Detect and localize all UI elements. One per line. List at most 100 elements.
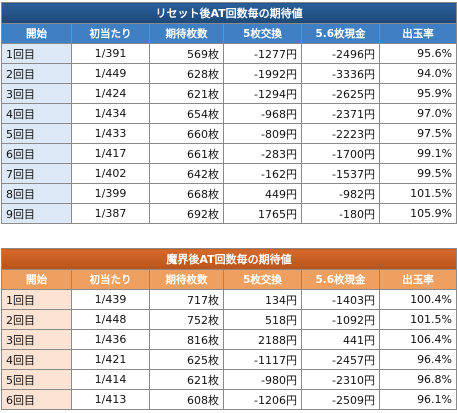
column-header: 期待枚数 — [149, 23, 224, 44]
table-cell: 1/391 — [71, 43, 150, 64]
table-cell: 3回目 — [1, 83, 72, 104]
table-cell: 621枚 — [149, 369, 224, 390]
table-cell: 692枚 — [149, 203, 224, 224]
table-cell: -1700円 — [301, 143, 380, 164]
table-row: 9回目 1/387 692枚 1765円 -180円 105.9% — [1, 203, 457, 224]
table-cell: -2496円 — [301, 43, 380, 64]
table-cell: -3336円 — [301, 63, 380, 84]
column-header: 初当たり — [71, 269, 150, 290]
table-cell: 99.1% — [378, 143, 457, 164]
table-row: 2回目 1/448 752枚 518円 -1092円 101.5% — [1, 309, 457, 330]
table-cell: 1/414 — [71, 369, 150, 390]
table-cell: 105.9% — [378, 203, 457, 224]
table-row: 3回目 1/436 816枚 2188円 441円 106.4% — [1, 329, 457, 350]
table-cell: -968円 — [223, 103, 302, 124]
data-table: リセット後AT回数毎の期待値 開始 初当たり 期待枚数 5枚交換 5.6枚現金 出玉率 1回目… — [0, 2, 457, 224]
table-cell: 99.5% — [378, 163, 457, 184]
table-cell: -1992円 — [223, 63, 302, 84]
table-title: リセット後AT回数毎の期待値 — [0, 2, 457, 24]
table-cell: 1/424 — [71, 83, 150, 104]
table-cell: -1537円 — [301, 163, 380, 184]
header-row: 開始 初当たり 期待枚数 5枚交換 5.6枚現金 出玉率 — [1, 23, 457, 44]
table-cell: 1/439 — [71, 289, 150, 310]
table-cell: 95.6% — [378, 43, 457, 64]
table-cell: -180円 — [301, 203, 380, 224]
table-cell: 5回目 — [1, 369, 72, 390]
table-cell: -2223円 — [301, 123, 380, 144]
column-header: 期待枚数 — [149, 269, 224, 290]
table-row: 4回目 1/421 625枚 -1117円 -2457円 96.4% — [1, 349, 457, 370]
table-cell: 625枚 — [149, 349, 224, 370]
table-row: 6回目 1/417 661枚 -283円 -1700円 99.1% — [1, 143, 457, 164]
table-cell: 1/413 — [71, 389, 150, 410]
table-cell: 106.4% — [378, 329, 457, 350]
table-cell: 101.5% — [378, 183, 457, 204]
table-cell: -2310円 — [301, 369, 380, 390]
table-cell: -2457円 — [301, 349, 380, 370]
table-row: 7回目 1/402 642枚 -162円 -1537円 99.5% — [1, 163, 457, 184]
table-cell: 2回目 — [1, 309, 72, 330]
table-cell: 2回目 — [1, 63, 72, 84]
table-row: 1回目 1/391 569枚 -1277円 -2496円 95.6% — [1, 43, 457, 64]
table-cell: -2625円 — [301, 83, 380, 104]
table-cell: 5回目 — [1, 123, 72, 144]
table-cell: 1/448 — [71, 309, 150, 330]
column-header: 5.6枚現金 — [301, 23, 380, 44]
table-cell: 717枚 — [149, 289, 224, 310]
table-cell: 608枚 — [149, 389, 224, 410]
column-header: 5枚交換 — [223, 23, 302, 44]
table-cell: 1/421 — [71, 349, 150, 370]
table-row: 3回目 1/424 621枚 -1294円 -2625円 95.9% — [1, 83, 457, 104]
table-cell: 654枚 — [149, 103, 224, 124]
column-header: 出玉率 — [378, 269, 457, 290]
table-cell: 97.5% — [378, 123, 457, 144]
table-cell: 1/434 — [71, 103, 150, 124]
table-cell: 96.4% — [378, 349, 457, 370]
table-cell: 518円 — [223, 309, 302, 330]
table-cell: 1/387 — [71, 203, 150, 224]
table-cell: 668枚 — [149, 183, 224, 204]
column-header: 開始 — [1, 269, 72, 290]
table-cell: 661枚 — [149, 143, 224, 164]
table-cell: 441円 — [301, 329, 380, 350]
table-cell: -1294円 — [223, 83, 302, 104]
table-row: 1回目 1/439 717枚 134円 -1403円 100.4% — [1, 289, 457, 310]
column-header: 出玉率 — [378, 23, 457, 44]
table-cell: 96.1% — [378, 389, 457, 410]
table-cell: -1117円 — [223, 349, 302, 370]
table-cell: 628枚 — [149, 63, 224, 84]
table-cell: 8回目 — [1, 183, 72, 204]
table-cell: 569枚 — [149, 43, 224, 64]
table-cell: 95.9% — [378, 83, 457, 104]
table-row: 5回目 1/433 660枚 -809円 -2223円 97.5% — [1, 123, 457, 144]
table-row: 6回目 1/413 608枚 -1206円 -2509円 96.1% — [1, 389, 457, 410]
table-cell: 660枚 — [149, 123, 224, 144]
table-cell: -809円 — [223, 123, 302, 144]
table-cell: -982円 — [301, 183, 380, 204]
table-cell: -2371円 — [301, 103, 380, 124]
column-header: 開始 — [1, 23, 72, 44]
table-cell: 4回目 — [1, 103, 72, 124]
table-cell: 9回目 — [1, 203, 72, 224]
table-cell: 1/433 — [71, 123, 150, 144]
table-cell: 97.0% — [378, 103, 457, 124]
table-cell: 94.0% — [378, 63, 457, 84]
table-cell: 1回目 — [1, 289, 72, 310]
table-cell: 1765円 — [223, 203, 302, 224]
column-header: 5.6枚現金 — [301, 269, 380, 290]
table-cell: -1403円 — [301, 289, 380, 310]
table-cell: 3回目 — [1, 329, 72, 350]
column-header: 初当たり — [71, 23, 150, 44]
table-cell: -162円 — [223, 163, 302, 184]
table-row: 2回目 1/449 628枚 -1992円 -3336円 94.0% — [1, 63, 457, 84]
table-cell: 96.8% — [378, 369, 457, 390]
table-cell: 2188円 — [223, 329, 302, 350]
column-header: 5枚交換 — [223, 269, 302, 290]
table-cell: 101.5% — [378, 309, 457, 330]
table-cell: 1回目 — [1, 43, 72, 64]
table-cell: 752枚 — [149, 309, 224, 330]
table-row: 5回目 1/414 621枚 -980円 -2310円 96.8% — [1, 369, 457, 390]
table-cell: -1092円 — [301, 309, 380, 330]
table-cell: -283円 — [223, 143, 302, 164]
